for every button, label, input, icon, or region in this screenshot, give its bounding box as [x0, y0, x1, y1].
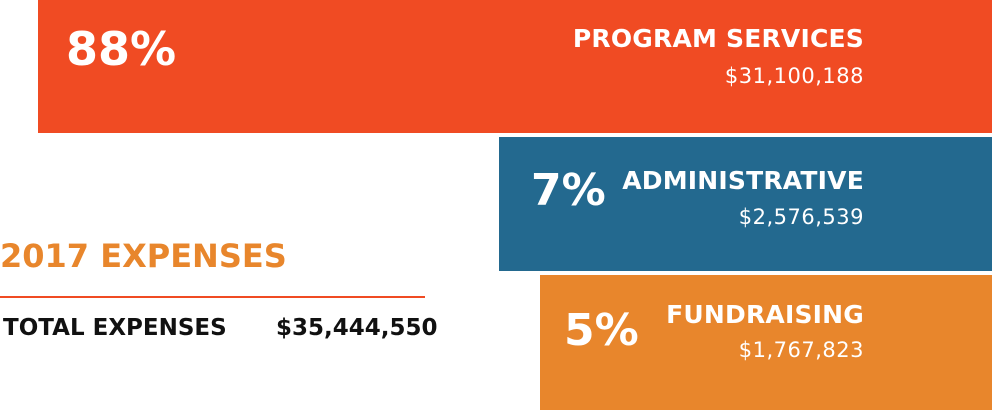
title-divider — [0, 296, 425, 298]
fundraising-label: FUNDRAISING — [666, 300, 864, 329]
program-services-amount: $31,100,188 — [724, 64, 864, 88]
fundraising-percent: 5% — [564, 305, 639, 356]
administrative-amount: $2,576,539 — [738, 205, 864, 229]
program-services-percent: 88% — [66, 22, 177, 76]
chart-title: 2017 EXPENSES — [0, 237, 287, 275]
fundraising-bar: 5% FUNDRAISING $1,767,823 — [540, 275, 992, 410]
administrative-percent: 7% — [531, 165, 606, 216]
total-expenses-value: $35,444,550 — [276, 315, 438, 341]
administrative-bar: 7% ADMINISTRATIVE $2,576,539 — [499, 137, 992, 271]
administrative-label: ADMINISTRATIVE — [622, 166, 864, 195]
program-services-bar: 88% PROGRAM SERVICES $31,100,188 — [38, 0, 992, 133]
program-services-label: PROGRAM SERVICES — [572, 24, 864, 53]
fundraising-amount: $1,767,823 — [738, 338, 864, 362]
total-expenses-label: TOTAL EXPENSES — [3, 315, 227, 341]
